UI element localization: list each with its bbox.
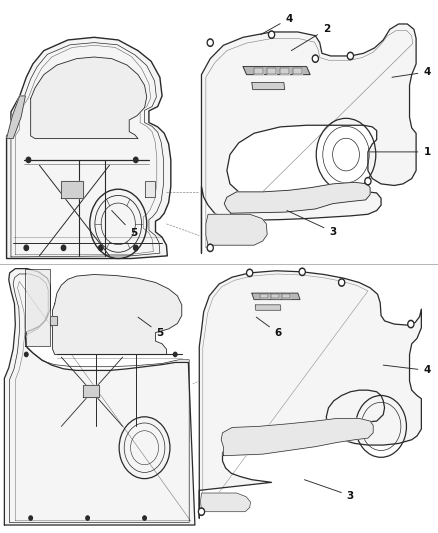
Circle shape — [247, 269, 253, 277]
Polygon shape — [255, 305, 281, 310]
Circle shape — [134, 157, 138, 163]
Circle shape — [207, 244, 213, 252]
Text: 2: 2 — [291, 25, 330, 51]
Polygon shape — [260, 294, 268, 298]
Text: 3: 3 — [287, 211, 336, 237]
Circle shape — [143, 516, 146, 520]
Circle shape — [268, 31, 275, 38]
Text: 4: 4 — [392, 67, 431, 77]
Polygon shape — [271, 294, 279, 298]
Polygon shape — [201, 493, 251, 512]
Polygon shape — [252, 293, 300, 300]
Polygon shape — [252, 83, 285, 90]
Circle shape — [366, 179, 370, 183]
Text: 1: 1 — [370, 147, 431, 157]
Circle shape — [198, 508, 205, 515]
Circle shape — [365, 177, 371, 185]
Circle shape — [99, 245, 103, 251]
Polygon shape — [282, 294, 290, 298]
Circle shape — [349, 54, 352, 58]
Polygon shape — [50, 316, 57, 325]
Circle shape — [208, 246, 212, 250]
Polygon shape — [61, 181, 83, 198]
Polygon shape — [31, 57, 147, 139]
Circle shape — [25, 352, 28, 357]
Polygon shape — [83, 385, 99, 397]
Circle shape — [312, 55, 318, 62]
Text: 3: 3 — [304, 480, 354, 500]
Text: 4: 4 — [383, 365, 431, 375]
Text: 6: 6 — [256, 317, 282, 338]
Circle shape — [299, 268, 305, 276]
Circle shape — [248, 271, 251, 275]
Circle shape — [340, 280, 343, 285]
Circle shape — [26, 157, 31, 163]
Circle shape — [339, 279, 345, 286]
Circle shape — [347, 52, 353, 60]
Polygon shape — [206, 214, 267, 245]
Polygon shape — [7, 96, 25, 139]
Text: 5: 5 — [138, 317, 163, 338]
Polygon shape — [7, 37, 171, 259]
Circle shape — [408, 320, 414, 328]
Polygon shape — [199, 271, 421, 518]
Polygon shape — [4, 269, 195, 525]
Circle shape — [173, 352, 177, 357]
Text: 5: 5 — [112, 211, 137, 238]
Polygon shape — [280, 68, 289, 74]
Circle shape — [24, 245, 28, 251]
Polygon shape — [243, 67, 310, 75]
Circle shape — [300, 270, 304, 274]
Circle shape — [61, 245, 66, 251]
Polygon shape — [53, 274, 182, 354]
Polygon shape — [27, 270, 49, 345]
Circle shape — [200, 510, 203, 514]
Polygon shape — [224, 182, 370, 213]
Circle shape — [134, 245, 138, 251]
Circle shape — [409, 322, 413, 326]
Circle shape — [208, 41, 212, 45]
Text: 4: 4 — [261, 14, 293, 35]
Circle shape — [270, 33, 273, 37]
Circle shape — [29, 516, 32, 520]
Polygon shape — [267, 68, 276, 74]
Circle shape — [207, 39, 213, 46]
Circle shape — [86, 516, 89, 520]
Polygon shape — [254, 68, 263, 74]
Polygon shape — [145, 181, 155, 197]
Polygon shape — [293, 68, 302, 74]
Polygon shape — [201, 24, 416, 253]
Circle shape — [314, 56, 317, 61]
Polygon shape — [221, 418, 373, 456]
